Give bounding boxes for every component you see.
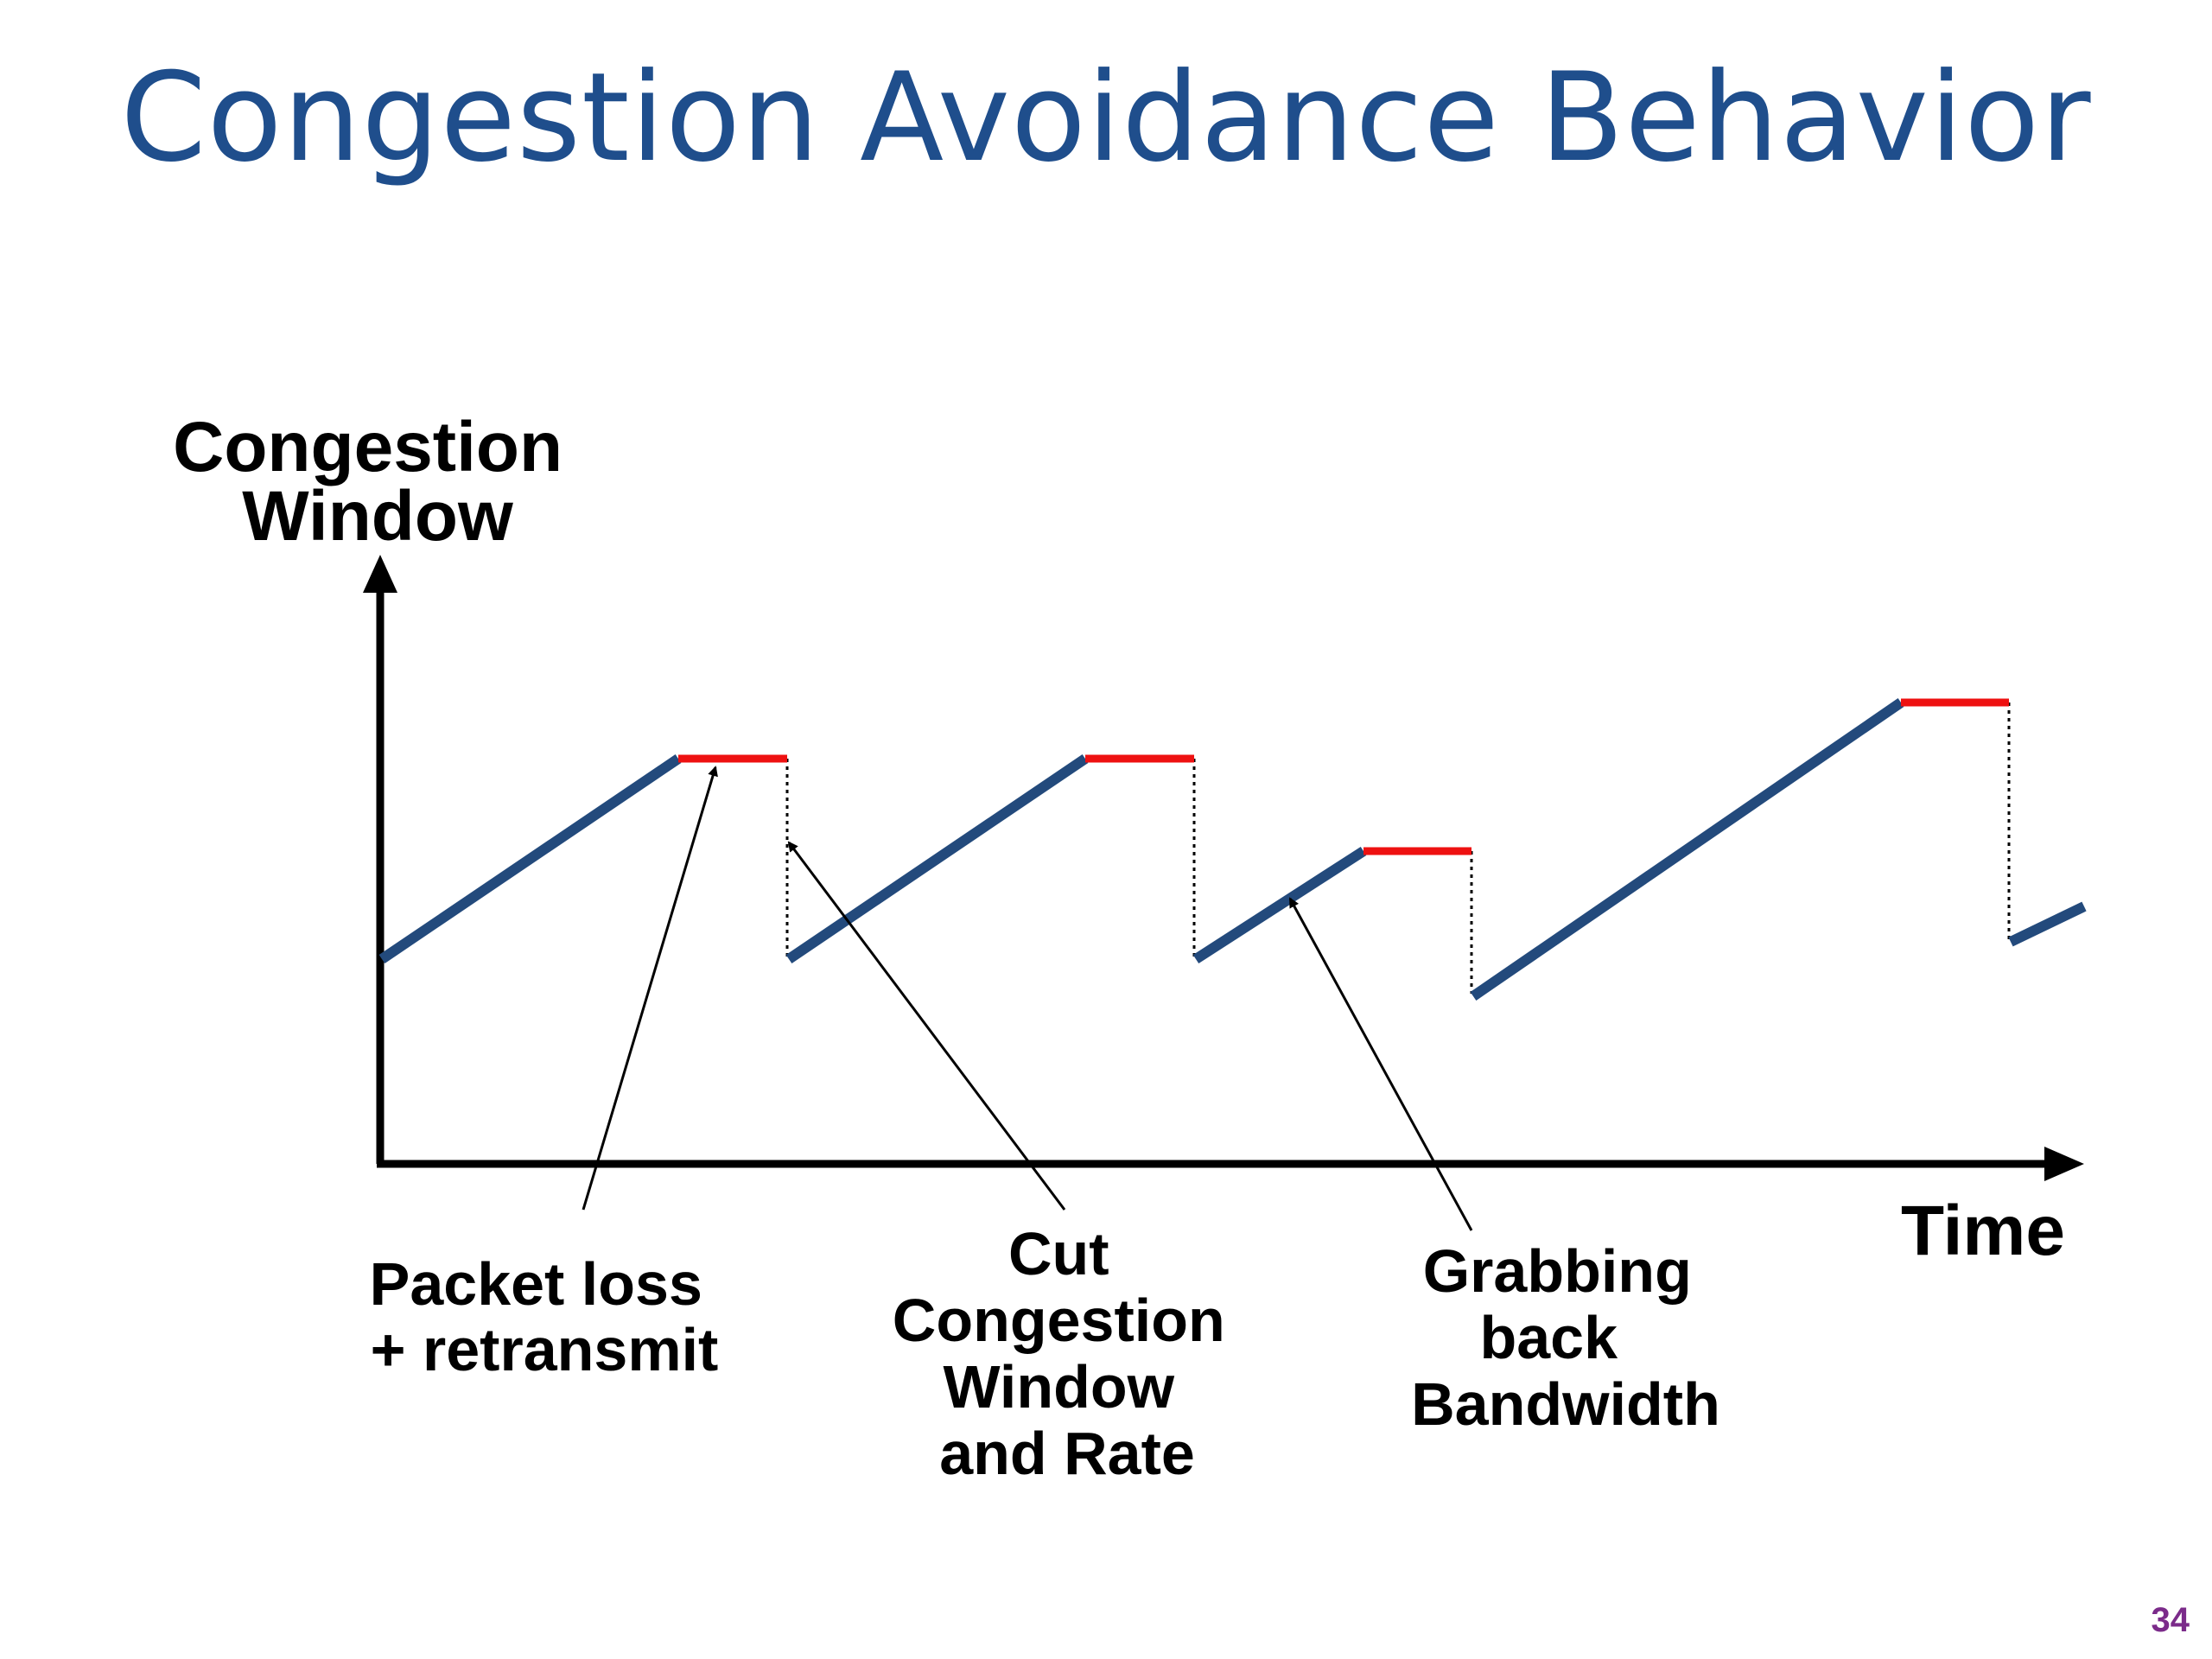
annotation-line: + retransmit bbox=[371, 1316, 719, 1383]
annotation-line: and Rate bbox=[939, 1420, 1195, 1487]
annotation-arrows bbox=[582, 766, 1473, 1231]
ramp-4 bbox=[1470, 698, 1904, 1001]
arrow-cut-window bbox=[787, 841, 1066, 1211]
x-axis-label: Time bbox=[1901, 1192, 2065, 1270]
ramp-3 bbox=[1192, 846, 1367, 964]
y-axis-label: Congestion Window bbox=[173, 408, 582, 556]
annotation-line: Bandwidth bbox=[1411, 1370, 1720, 1438]
annotation-grabbing-back: Grabbing back Bandwidth bbox=[1411, 1237, 1720, 1438]
annotation-line: Congestion bbox=[893, 1287, 1225, 1354]
annotation-cut-window: Cut Congestion Window and Rate bbox=[893, 1220, 1242, 1487]
ramp-2 bbox=[785, 754, 1089, 963]
loss-plateaus bbox=[678, 698, 2009, 855]
ramp-5 bbox=[2008, 901, 2087, 947]
window-ramps bbox=[378, 698, 2087, 1001]
annotation-packet-loss: Packet loss + retransmit bbox=[370, 1250, 720, 1383]
annotation-line: back bbox=[1479, 1304, 1618, 1371]
window-cuts bbox=[785, 702, 2011, 994]
annotation-line: Window bbox=[943, 1353, 1174, 1421]
ramp-1 bbox=[378, 754, 682, 963]
page-number: 34 bbox=[2151, 1601, 2190, 1639]
annotation-line: Packet loss bbox=[370, 1250, 702, 1318]
annotation-line: Cut bbox=[1008, 1220, 1109, 1287]
y-axis-label-line: Window bbox=[242, 477, 513, 556]
y-axis-label-line: Congestion bbox=[173, 408, 563, 486]
arrow-packet-loss bbox=[582, 766, 718, 1211]
y-axis-arrowhead bbox=[363, 555, 397, 593]
axes bbox=[363, 555, 2084, 1181]
slide-title: Congestion Avoidance Behavior bbox=[120, 47, 2092, 189]
arrow-grabbing-back bbox=[1288, 897, 1473, 1231]
x-axis-arrowhead bbox=[2044, 1147, 2084, 1181]
annotation-line: Grabbing bbox=[1423, 1237, 1692, 1305]
